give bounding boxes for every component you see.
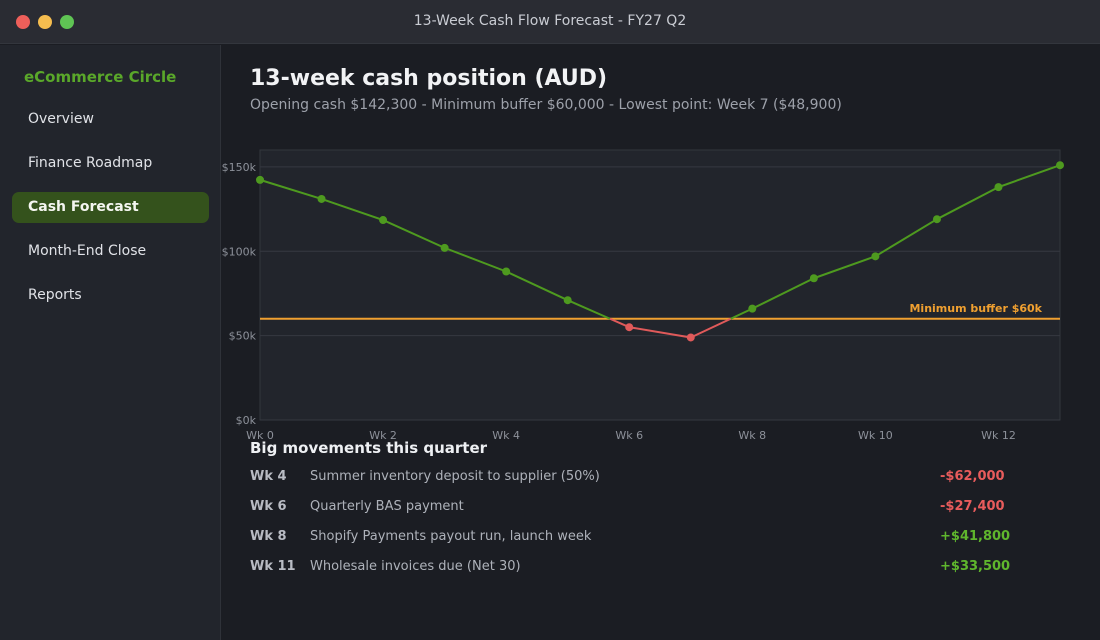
data-point [809, 274, 818, 283]
page-subtitle: Opening cash $142,300 - Minimum buffer $… [250, 97, 842, 113]
movement-week: Wk 6 [250, 499, 287, 514]
series-segment [813, 255, 876, 280]
data-point [686, 333, 695, 342]
cash-position-chart: $0k $50k $100k $150k Wk 0 Wk 2 Wk 4 Wk 6 Wk 8 Wk … [222, 149, 1064, 442]
series-segment [936, 186, 999, 221]
series-segment [444, 246, 507, 273]
series-segment [259, 178, 322, 200]
sidebar-item-overview[interactable]: Overview [12, 104, 209, 135]
x-tick-label: Wk 6 [615, 429, 643, 442]
series-segment [751, 277, 815, 310]
x-tick-label: Wk 8 [738, 429, 766, 442]
x-tick-label: Wk 2 [369, 429, 397, 442]
table-row: Wk 4 Summer inventory deposit to supplie… [250, 469, 1020, 489]
data-point [317, 194, 326, 203]
movement-description: Wholesale invoices due (Net 30) [310, 559, 521, 574]
movement-amount: +$41,800 [940, 529, 1011, 544]
sidebar: eCommerce Circle Overview Finance Roadma… [0, 45, 221, 640]
movement-amount: -$27,400 [940, 499, 1005, 514]
data-point [871, 252, 880, 261]
page-title: 13-week cash position (AUD) [250, 66, 608, 91]
series-segment [629, 326, 691, 339]
y-tick-label: $100k [222, 245, 257, 258]
series-segment [998, 164, 1061, 189]
close-window-button[interactable] [16, 15, 30, 29]
data-point [379, 216, 388, 225]
x-tick-label: Wk 10 [858, 429, 893, 442]
series-segment [382, 219, 446, 249]
data-point [932, 215, 941, 224]
table-row: Wk 6 Quarterly BAS payment -$27,400 [250, 499, 1020, 519]
maximize-window-button[interactable] [60, 15, 74, 29]
table-row: Wk 8 Shopify Payments payout run, launch… [250, 529, 1020, 549]
brand-name: eCommerce Circle [24, 68, 177, 86]
data-point [502, 267, 511, 276]
data-point [1056, 161, 1064, 170]
plot-area [259, 149, 1061, 421]
sidebar-item-label: Finance Roadmap [28, 155, 153, 171]
data-point [563, 296, 572, 305]
series-segment [874, 218, 938, 258]
sidebar-item-month-end-close[interactable]: Month-End Close [12, 236, 209, 267]
y-tick-label: $50k [229, 330, 257, 343]
title-bar: 13-Week Cash Flow Forecast - FY27 Q2 [0, 0, 1100, 44]
movement-description: Shopify Payments payout run, launch week [310, 529, 592, 544]
data-point [994, 183, 1003, 192]
data-point [440, 243, 449, 252]
sidebar-item-label: Cash Forecast [28, 199, 139, 215]
movement-description: Summer inventory deposit to supplier (50… [310, 469, 600, 484]
series-segment [321, 197, 384, 221]
sidebar-item-label: Reports [28, 287, 82, 303]
minimum-buffer-label: Minimum buffer $60k [909, 302, 1042, 315]
movements-title: Big movements this quarter [250, 439, 488, 457]
sidebar-item-finance-roadmap[interactable]: Finance Roadmap [12, 148, 209, 179]
movement-week: Wk 4 [250, 469, 287, 484]
movement-week: Wk 8 [250, 529, 287, 544]
series-segment [505, 270, 569, 302]
movement-amount: +$33,500 [940, 559, 1011, 574]
table-row: Wk 11 Wholesale invoices due (Net 30) +$… [250, 559, 1020, 579]
movement-amount: -$62,000 [940, 469, 1005, 484]
series-segment [567, 299, 611, 320]
sidebar-item-reports[interactable]: Reports [12, 280, 209, 311]
y-tick-label: $150k [222, 161, 257, 174]
data-point [625, 323, 634, 332]
y-tick-label: $0k [236, 414, 257, 427]
series-segment [690, 317, 732, 339]
data-point [748, 304, 757, 313]
data-point [256, 175, 264, 184]
sidebar-item-label: Overview [28, 111, 94, 127]
movement-description: Quarterly BAS payment [310, 499, 464, 514]
x-tick-label: Wk 12 [981, 429, 1016, 442]
x-tick-label: Wk 0 [246, 429, 274, 442]
minimize-window-button[interactable] [38, 15, 52, 29]
sidebar-item-cash-forecast[interactable]: Cash Forecast [12, 192, 209, 223]
movement-week: Wk 11 [250, 559, 296, 574]
window-title: 13-Week Cash Flow Forecast - FY27 Q2 [413, 13, 687, 29]
x-tick-label: Wk 4 [492, 429, 520, 442]
sidebar-item-label: Month-End Close [28, 243, 147, 259]
